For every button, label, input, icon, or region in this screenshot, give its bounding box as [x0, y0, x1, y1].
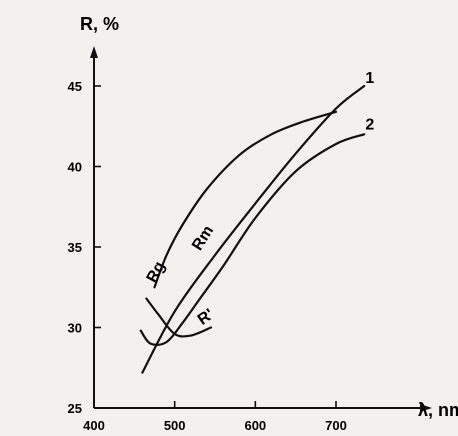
y-tick-label-25: 25 [68, 401, 82, 416]
curve-label-1: 2 [365, 116, 374, 133]
y-tick-label-35: 35 [68, 240, 82, 255]
curve-label-2: Rg [144, 259, 169, 286]
curve-label-4: R' [195, 306, 217, 329]
curves [139, 84, 366, 374]
x-axis-title: λ, nm [418, 400, 458, 420]
ticks: 25 30 35 40 45 400 500 600 700 [68, 79, 347, 433]
series-line-2 [139, 133, 366, 346]
y-axis-title: R, % [80, 14, 119, 34]
x-tick-label-400: 400 [83, 418, 105, 433]
x-tick-label-600: 600 [244, 418, 266, 433]
curve-label-0: 1 [365, 70, 374, 87]
curve-label-3: Rm [189, 223, 217, 254]
x-axis-arrow [420, 404, 432, 412]
y-tick-label-40: 40 [68, 160, 82, 175]
x-tick-label-500: 500 [164, 418, 186, 433]
series-line-1 [141, 84, 366, 374]
series-line-Rm [145, 297, 213, 338]
axes [90, 46, 432, 412]
x-tick-label-700: 700 [325, 418, 347, 433]
y-tick-label-45: 45 [68, 79, 82, 94]
series-line-Rg [153, 110, 338, 289]
y-axis-arrow [90, 46, 98, 58]
y-tick-label-30: 30 [68, 321, 82, 336]
